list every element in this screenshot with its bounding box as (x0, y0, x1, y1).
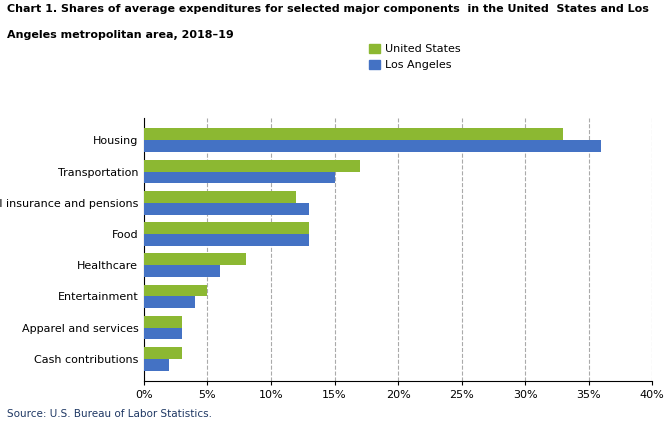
Bar (144, 285, 207, 297)
Bar (144, 347, 182, 359)
Bar (144, 129, 563, 140)
Bar (144, 328, 182, 340)
Bar (144, 203, 309, 214)
Text: Chart 1. Shares of average expenditures for selected major components  in the Un: Chart 1. Shares of average expenditures … (7, 4, 648, 14)
Bar (144, 159, 360, 171)
Bar (144, 297, 195, 308)
Bar (144, 359, 169, 371)
Legend: United States, Los Angeles: United States, Los Angeles (364, 39, 466, 75)
Text: Angeles metropolitan area, 2018–19: Angeles metropolitan area, 2018–19 (7, 30, 233, 40)
Bar (144, 222, 309, 234)
Bar (144, 191, 296, 203)
Text: Source: U.S. Bureau of Labor Statistics.: Source: U.S. Bureau of Labor Statistics. (7, 409, 211, 419)
Bar (144, 265, 220, 277)
Bar (144, 171, 334, 184)
Bar (144, 140, 601, 152)
Bar (144, 316, 182, 328)
Bar (144, 234, 309, 246)
Bar (144, 253, 246, 265)
